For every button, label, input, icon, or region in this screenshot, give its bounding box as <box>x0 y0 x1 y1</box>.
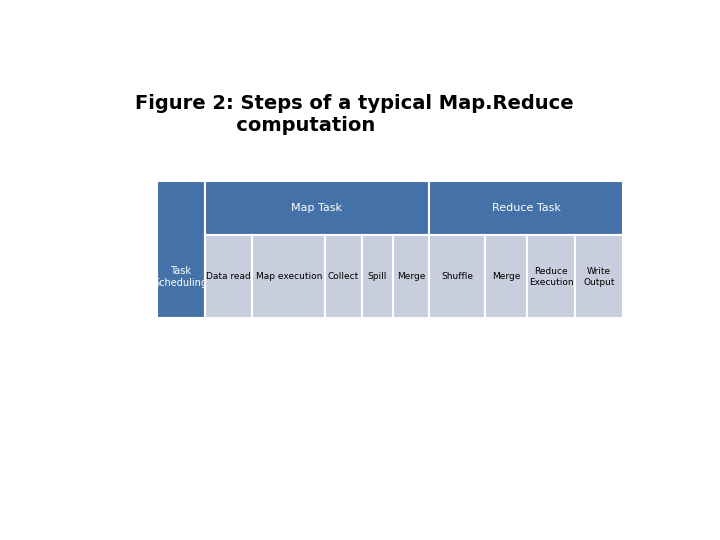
Bar <box>204 181 429 235</box>
Bar <box>429 181 623 235</box>
Bar <box>429 235 485 319</box>
Text: Reduce Task: Reduce Task <box>492 203 560 213</box>
Bar <box>325 235 362 319</box>
Bar <box>575 235 623 319</box>
Text: Task
Scheduling: Task Scheduling <box>154 266 208 288</box>
Text: Map execution: Map execution <box>256 272 322 281</box>
Bar <box>253 235 325 319</box>
Bar <box>362 235 392 319</box>
Text: Figure 2: Steps of a typical Map.Reduce
               computation: Figure 2: Steps of a typical Map.Reduce … <box>135 94 573 135</box>
Text: Map Task: Map Task <box>292 203 343 213</box>
Text: Data read: Data read <box>206 272 251 281</box>
Text: Shuffle: Shuffle <box>441 272 473 281</box>
Text: Merge: Merge <box>492 272 521 281</box>
Text: Reduce
Execution: Reduce Execution <box>529 267 574 287</box>
Text: Merge: Merge <box>397 272 426 281</box>
Text: Spill: Spill <box>368 272 387 281</box>
Bar <box>392 235 429 319</box>
Text: Write
Output: Write Output <box>583 267 615 287</box>
Bar <box>485 235 528 319</box>
Text: Collect: Collect <box>328 272 359 281</box>
Bar <box>528 235 575 319</box>
Bar <box>157 181 204 319</box>
Bar <box>204 235 253 319</box>
